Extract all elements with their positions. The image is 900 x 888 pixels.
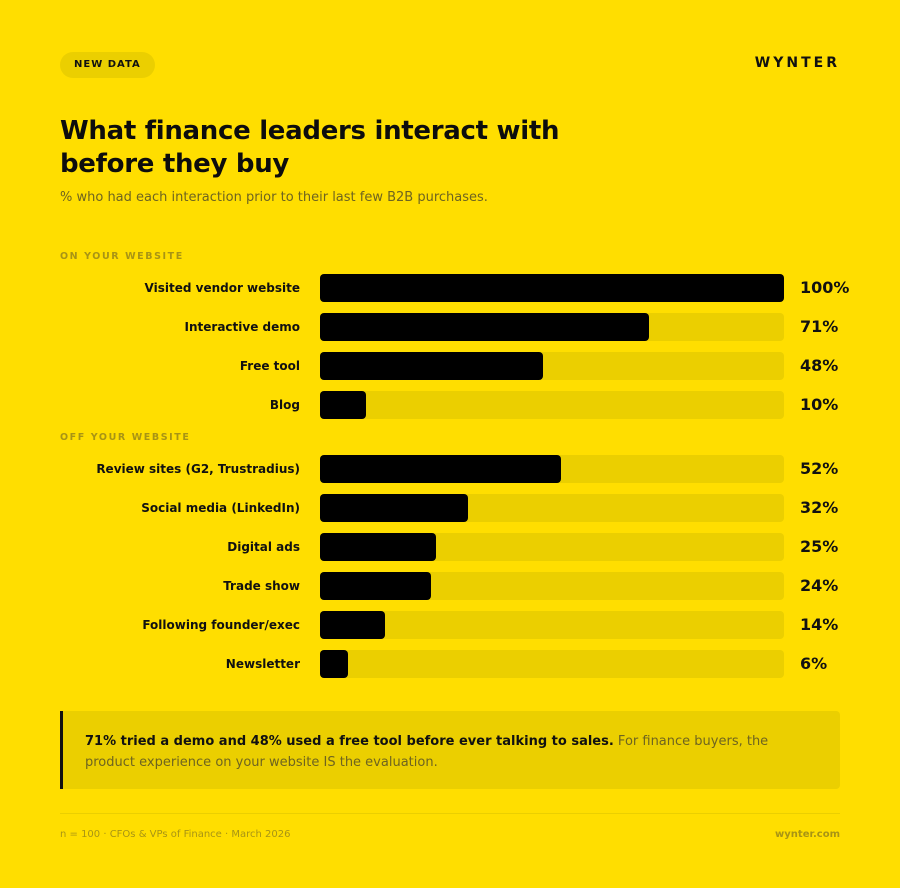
- bar-track: [320, 572, 784, 600]
- bar-value-label: 100%: [800, 278, 850, 297]
- bar-track: [320, 313, 784, 341]
- footer-divider: [60, 813, 840, 814]
- page-subtitle: % who had each interaction prior to thei…: [60, 190, 488, 205]
- bar-value-label: 25%: [800, 537, 839, 556]
- bar-track: [320, 650, 784, 678]
- bar-label: Following founder/exec: [142, 618, 300, 632]
- brand-logo: WYNTER: [754, 55, 840, 71]
- bar-label: Social media (LinkedIn): [141, 501, 300, 515]
- bar-row: Social media (LinkedIn) 32%: [0, 494, 900, 522]
- new-data-badge: NEW DATA: [60, 52, 155, 78]
- bar-value-label: 71%: [800, 317, 839, 336]
- bar-fill: [320, 572, 431, 600]
- bar-label: Blog: [269, 398, 300, 412]
- callout-box: 71% tried a demo and 48% used a free too…: [60, 711, 840, 789]
- bar-value-label: 48%: [800, 356, 839, 375]
- page-title: What finance leaders interact with befor…: [60, 116, 560, 179]
- bar-row: Digital ads 25%: [0, 533, 900, 561]
- bar-label: Interactive demo: [184, 320, 300, 334]
- bar-fill: [320, 650, 348, 678]
- bar-row: Visited vendor website 100%: [0, 274, 900, 302]
- bar-track: [320, 494, 784, 522]
- bar-value-label: 52%: [800, 459, 839, 478]
- bar-label: Digital ads: [227, 540, 300, 554]
- bar-label: Newsletter: [225, 657, 300, 671]
- footer-source: n = 100 · CFOs & VPs of Finance · March …: [60, 829, 291, 840]
- bar-value-label: 6%: [800, 654, 828, 673]
- bar-fill: [320, 352, 543, 380]
- bar-row: Blog 10%: [0, 391, 900, 419]
- bar-value-label: 10%: [800, 395, 839, 414]
- bar-track: [320, 455, 784, 483]
- bar-row: Free tool 48%: [0, 352, 900, 380]
- bar-track: [320, 274, 784, 302]
- bar-row: Newsletter 6%: [0, 650, 900, 678]
- bar-track: [320, 611, 784, 639]
- bar-fill: [320, 313, 649, 341]
- bar-track: [320, 533, 784, 561]
- bar-fill: [320, 494, 468, 522]
- bar-fill: [320, 391, 366, 419]
- bar-value-label: 14%: [800, 615, 839, 634]
- bar-label: Trade show: [223, 579, 300, 593]
- bar-value-label: 32%: [800, 498, 839, 517]
- bar-fill: [320, 274, 784, 302]
- bar-row: Following founder/exec 14%: [0, 611, 900, 639]
- bar-value-label: 24%: [800, 576, 839, 595]
- bar-fill: [320, 611, 385, 639]
- bar-label: Visited vendor website: [144, 281, 300, 295]
- section-label: OFF YOUR WEBSITE: [60, 432, 191, 443]
- callout-text: For finance buyers, the product experien…: [85, 734, 769, 770]
- bar-fill: [320, 455, 561, 483]
- bar-row: Trade show 24%: [0, 572, 900, 600]
- bar-label: Review sites (G2, Trustradius): [96, 462, 300, 476]
- bar-track: [320, 352, 784, 380]
- bar-fill: [320, 533, 436, 561]
- footer-website-link[interactable]: wynter.com: [775, 829, 840, 840]
- callout-highlight: 71% tried a demo and 48% used a free too…: [85, 734, 614, 749]
- bar-row: Interactive demo 71%: [0, 313, 900, 341]
- section-label: ON YOUR WEBSITE: [60, 251, 184, 262]
- bar-row: Review sites (G2, Trustradius) 52%: [0, 455, 900, 483]
- bar-track: [320, 391, 784, 419]
- bar-label: Free tool: [239, 359, 300, 373]
